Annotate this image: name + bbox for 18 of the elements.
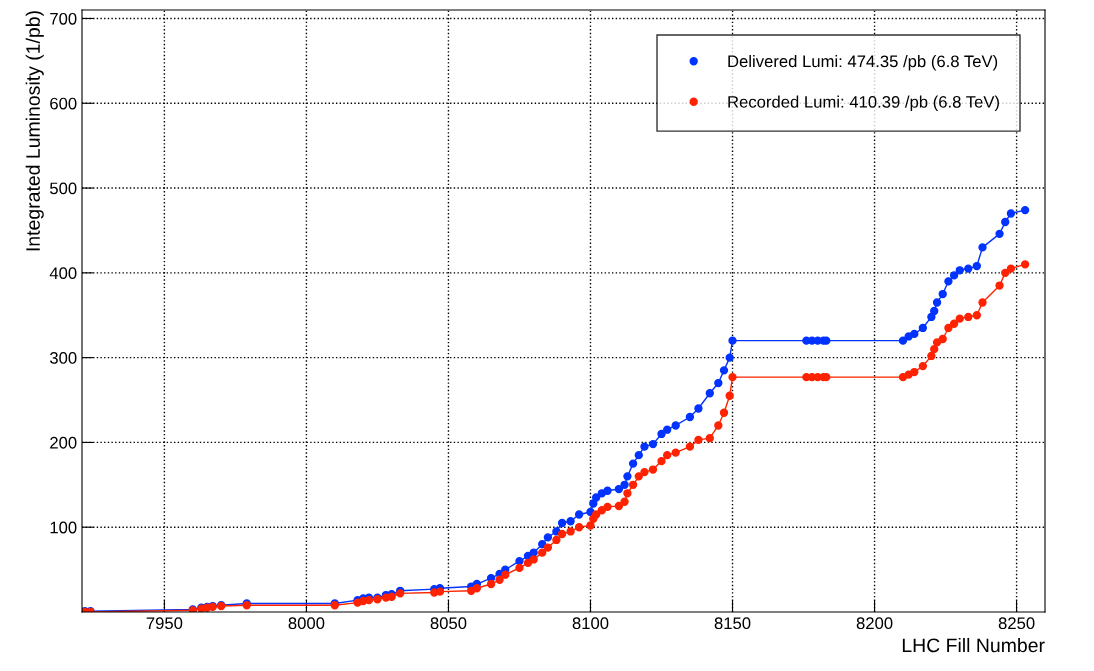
x-tick-label: 7950: [146, 617, 183, 630]
y-tick-label: 300: [49, 352, 77, 364]
x-tick-label: 8000: [288, 617, 325, 630]
x-tick-label: 8150: [714, 617, 751, 630]
x-tick-label: 8200: [856, 617, 893, 630]
y-axis-title: Integrated Luminosity (1/pb): [25, 11, 44, 251]
y-tick-label: 400: [49, 267, 77, 280]
y-tick-label: 200: [50, 436, 77, 449]
y-tick-label: 100: [50, 521, 77, 534]
y-tick-label: 700: [50, 12, 77, 25]
x-axis-title: LHC Fill Number: [902, 637, 1045, 653]
x-tick-label: 8050: [430, 617, 467, 630]
x-tick-label: 8100: [572, 617, 609, 630]
x-tick-label: 8250: [998, 617, 1035, 630]
legend-label: Delivered Lumi: 474.35 /pb (6.8 TeV): [728, 55, 998, 71]
y-tick-label: 600: [50, 97, 77, 110]
legend-label: Recorded Lumi: 410.39 /pb (6.8 TeV): [728, 95, 999, 112]
y-tick-label: 500: [50, 182, 77, 195]
